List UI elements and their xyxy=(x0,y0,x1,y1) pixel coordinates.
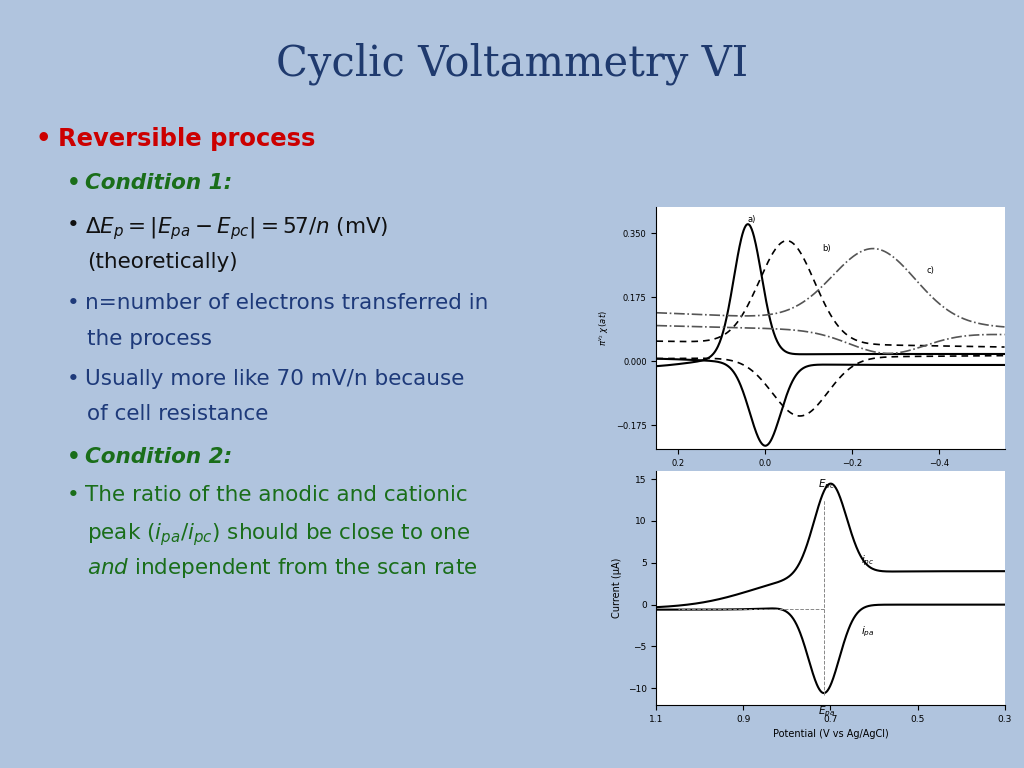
Y-axis label: $\pi^{v_2}\,\chi\,(at)$: $\pi^{v_2}\,\chi\,(at)$ xyxy=(597,310,610,346)
Text: $i_{pa}$: $i_{pa}$ xyxy=(861,624,874,639)
Text: •: • xyxy=(67,215,79,235)
Text: Reversible process: Reversible process xyxy=(58,127,315,151)
Text: •: • xyxy=(67,447,80,467)
Text: n=number of electrons transferred in: n=number of electrons transferred in xyxy=(85,293,488,313)
Text: Condition 2:: Condition 2: xyxy=(85,447,232,467)
Text: •: • xyxy=(67,293,79,313)
Text: a): a) xyxy=(748,215,756,224)
Text: of cell resistance: of cell resistance xyxy=(87,404,268,424)
Y-axis label: Current (μA): Current (μA) xyxy=(612,558,623,618)
Text: $\Delta E_p = \left|E_{pa} - E_{pc}\right| = 57/n\ \rm{(mV)}$: $\Delta E_p = \left|E_{pa} - E_{pc}\righ… xyxy=(85,215,388,242)
Text: $\it{and}$ independent from the scan rate: $\it{and}$ independent from the scan rat… xyxy=(87,556,477,580)
X-axis label: $n\,(E-E^o)$ [V]: $n\,(E-E^o)$ [V] xyxy=(801,474,860,485)
X-axis label: Potential (V vs Ag/AgCl): Potential (V vs Ag/AgCl) xyxy=(772,730,889,740)
Text: •: • xyxy=(36,127,51,151)
Text: •: • xyxy=(67,173,80,193)
Text: •: • xyxy=(67,369,79,389)
Text: Condition 1:: Condition 1: xyxy=(85,173,232,193)
Text: Cyclic Voltammetry VI: Cyclic Voltammetry VI xyxy=(275,42,749,84)
Text: •: • xyxy=(67,485,79,505)
Text: b): b) xyxy=(822,244,830,253)
Text: The ratio of the anodic and cationic: The ratio of the anodic and cationic xyxy=(85,485,468,505)
Text: the process: the process xyxy=(87,329,212,349)
Text: c): c) xyxy=(927,266,934,276)
Text: $i_{pc}$: $i_{pc}$ xyxy=(861,553,874,568)
Text: $E_{pa}$: $E_{pa}$ xyxy=(817,705,835,720)
Text: Usually more like 70 mV/n because: Usually more like 70 mV/n because xyxy=(85,369,464,389)
Text: (theoretically): (theoretically) xyxy=(87,252,238,272)
Text: peak ($i_{pa}/i_{pc}$) should be close to one: peak ($i_{pa}/i_{pc}$) should be close t… xyxy=(87,521,470,548)
Text: $E_{pc}$: $E_{pc}$ xyxy=(817,477,835,492)
